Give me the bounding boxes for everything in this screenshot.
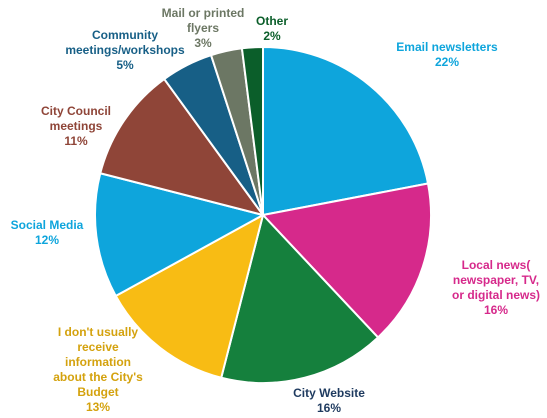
slice-percent: 2% xyxy=(263,29,281,43)
slice-label-text: or digital news) xyxy=(451,288,541,302)
slice-label-3: I don't usually receive information about t… xyxy=(53,325,143,415)
slice-label-2: City Website 16% xyxy=(293,386,365,416)
slice-label-0: Email newsletters 22% xyxy=(396,40,497,70)
slice-label-text: flyers xyxy=(186,21,220,35)
slice-percent: 3% xyxy=(194,36,212,50)
slice-label-text: Mail or printed xyxy=(161,6,245,20)
slice-label-text: Community xyxy=(92,28,158,42)
pie-slice-2 xyxy=(220,214,379,384)
slice-label-4: Social Media 12% xyxy=(11,218,84,248)
pie-slice-0 xyxy=(262,46,430,216)
slice-label-text: newspaper, TV, xyxy=(452,273,540,287)
slice-percent: 13% xyxy=(85,400,111,414)
pie-slice-3 xyxy=(114,214,264,379)
slice-percent: 16% xyxy=(483,303,509,317)
pie-slice-5 xyxy=(99,78,264,216)
slice-label-text: Budget xyxy=(77,385,119,399)
slice-label-1: Local news(newspaper, TV, or digital news… xyxy=(452,258,540,318)
slice-label-text: meetings/workshops xyxy=(65,43,185,57)
slice-percent: 16% xyxy=(316,401,342,415)
pie-slice-8 xyxy=(240,45,264,216)
slice-label-text: Local news( xyxy=(461,258,531,272)
slice-label-7: Mail or printed flyers 3% xyxy=(162,6,245,51)
slice-label-text: meetings xyxy=(49,119,103,133)
slice-label-text: receive xyxy=(77,340,119,354)
slice-label-8: Other 2% xyxy=(256,14,288,44)
slice-percent: 22% xyxy=(434,55,460,69)
slice-label-text: Social Media xyxy=(10,218,84,232)
slice-label-text: I don't usually xyxy=(57,325,139,339)
pie-slice-4 xyxy=(94,172,264,297)
slice-label-text: about the City's xyxy=(53,370,143,384)
slice-label-text: information xyxy=(65,355,131,369)
slice-percent: 11% xyxy=(64,134,88,148)
slice-label-text: City Website xyxy=(293,386,365,400)
slice-label-text: Email newsletters xyxy=(396,40,498,54)
slice-label-5: City Council meetings 11% xyxy=(41,104,111,149)
slice-label-text: City Council xyxy=(40,104,112,118)
slice-percent: 5% xyxy=(116,58,134,72)
pie-slice-1 xyxy=(262,182,432,339)
slice-label-text: Other xyxy=(255,14,289,28)
slice-percent: 12% xyxy=(34,233,60,247)
slice-label-6: Community meetings/workshops 5% xyxy=(65,28,184,73)
